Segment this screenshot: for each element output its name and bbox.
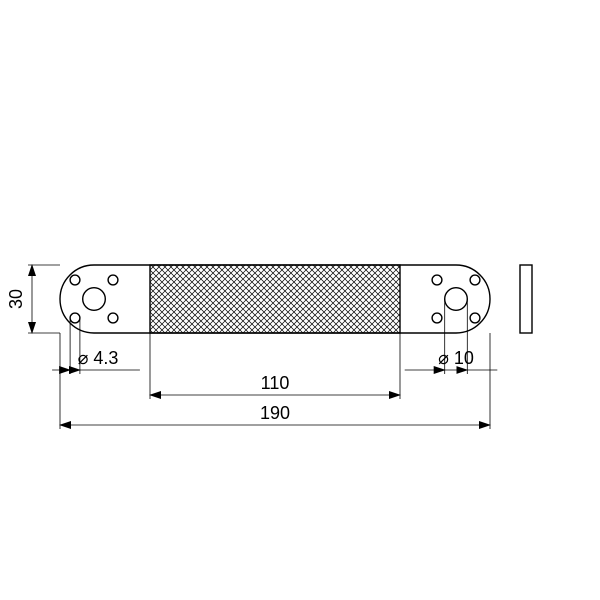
svg-text:110: 110 xyxy=(261,373,290,393)
svg-text:190: 190 xyxy=(260,403,290,423)
svg-text:30: 30 xyxy=(6,289,26,309)
svg-text:⌀ 4.3: ⌀ 4.3 xyxy=(78,348,119,368)
main-view xyxy=(60,265,490,333)
svg-text:⌀ 10: ⌀ 10 xyxy=(438,348,474,368)
side-view xyxy=(520,265,532,333)
